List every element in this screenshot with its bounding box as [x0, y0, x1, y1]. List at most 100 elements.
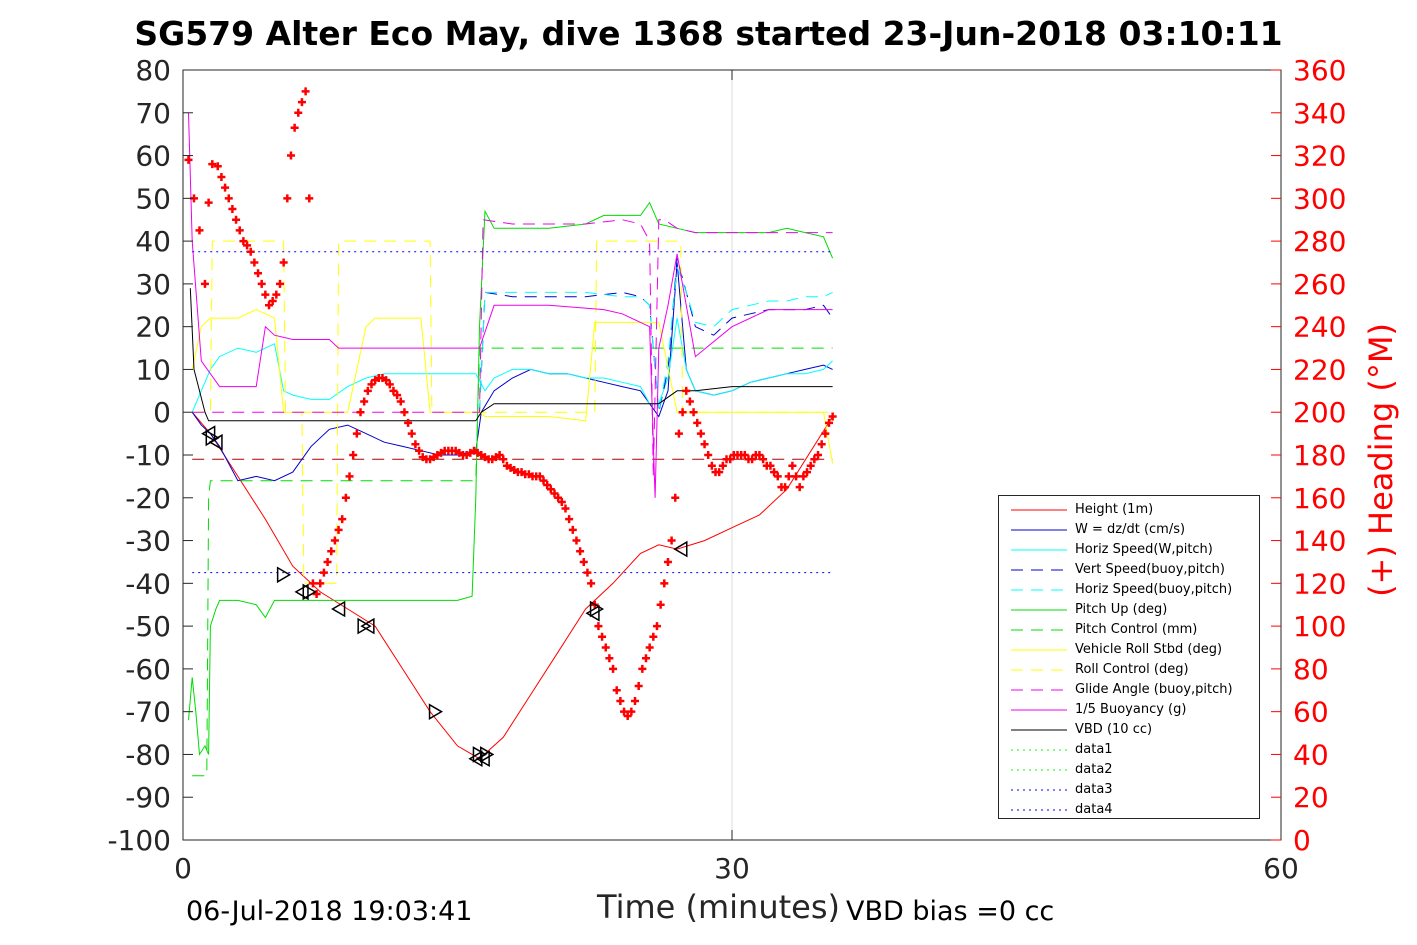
heading-point: [294, 108, 303, 117]
heading-point: [385, 380, 394, 389]
y-right-tick-label: 220: [1293, 353, 1346, 386]
series-line-1: [191, 262, 833, 482]
heading-point: [254, 269, 263, 278]
heading-point: [656, 600, 665, 609]
heading-point: [228, 205, 237, 214]
heading-point: [499, 455, 508, 464]
heading-point: [678, 408, 687, 417]
legend-entry: VBD (10 cc): [999, 720, 1259, 740]
heading-point: [250, 258, 259, 267]
heading-point: [327, 547, 336, 556]
legend-entry: 1/5 Buoyancy (g): [999, 700, 1259, 720]
dive-marker: [357, 617, 372, 635]
heading-point: [235, 226, 244, 235]
y-right-tick-label: 140: [1293, 525, 1346, 558]
y-left-tick-label: 10: [135, 353, 171, 386]
heading-point: [806, 461, 815, 470]
series-line-4: [479, 266, 833, 413]
y-right-tick-label: 260: [1293, 268, 1346, 301]
y-right-tick-label: 160: [1293, 482, 1346, 515]
heading-point: [707, 461, 716, 470]
y-left-tick-label: 30: [135, 268, 171, 301]
heading-point: [788, 461, 797, 470]
dive-marker: [360, 617, 375, 635]
legend-swatch: [1011, 689, 1067, 691]
y-right-tick-label: 360: [1293, 54, 1346, 87]
series-line-6: [192, 347, 833, 777]
heading-point: [634, 682, 643, 690]
y-right-tick-label: 200: [1293, 396, 1346, 429]
heading-point: [828, 412, 837, 421]
legend-swatch: [1011, 789, 1067, 791]
legend-label: W = dz/dt (cm/s): [1075, 522, 1186, 537]
y-right-tick-label: 340: [1293, 97, 1346, 130]
heading-point: [246, 247, 255, 256]
heading-point: [817, 440, 826, 449]
legend-label: data2: [1075, 762, 1113, 777]
heading-point: [795, 483, 804, 492]
heading-point: [660, 579, 669, 588]
x-axis-label: Time (minutes): [597, 888, 840, 926]
legend-label: Horiz Speed(buoy,pitch): [1075, 582, 1233, 597]
dive-marker: [201, 425, 216, 442]
series-line-10: [188, 112, 833, 498]
legend-entry: Horiz Speed(buoy,pitch): [999, 580, 1259, 600]
series-line-9: [192, 219, 833, 477]
heading-point: [568, 525, 577, 534]
heading-point: [810, 455, 819, 464]
y-left-tick-label: 80: [135, 54, 171, 87]
heading-point: [565, 515, 574, 524]
heading-point: [755, 451, 764, 459]
heading-point: [700, 440, 709, 449]
series-line-8: [192, 240, 833, 584]
legend-entry: Pitch Control (mm): [999, 620, 1259, 640]
legend-entry: W = dz/dt (cm/s): [999, 520, 1259, 540]
heading-point: [631, 696, 640, 705]
heading-point: [200, 279, 209, 288]
y-left-tick-label: -50: [125, 610, 171, 643]
heading-point: [363, 386, 372, 395]
heading-point: [312, 590, 321, 599]
legend-label: data4: [1075, 802, 1113, 817]
heading-point: [243, 241, 252, 250]
y-left-tick-label: -90: [125, 781, 171, 814]
y-left-tick-label: 20: [135, 311, 171, 344]
legend-label: 1/5 Buoyancy (g): [1075, 702, 1187, 717]
heading-point: [799, 472, 808, 481]
legend-label: VBD (10 cc): [1075, 722, 1153, 737]
dive-marker: [480, 746, 495, 763]
heading-point: [221, 183, 230, 192]
heading-point: [550, 489, 559, 498]
heading-point: [612, 686, 621, 695]
legend-label: Vehicle Roll Stbd (deg): [1075, 642, 1223, 657]
heading-point: [495, 451, 504, 459]
legend-swatch: [1011, 649, 1067, 651]
legend-swatch: [1011, 749, 1067, 751]
heading-point: [393, 391, 402, 400]
heading-point: [609, 664, 618, 673]
y-left-tick-label: 70: [135, 97, 171, 130]
heading-point: [382, 376, 391, 385]
legend-swatch: [1011, 589, 1067, 591]
heading-point: [349, 451, 358, 459]
heading-point: [663, 557, 672, 566]
heading-point: [627, 707, 636, 716]
legend-entry: data4: [999, 800, 1259, 820]
heading-point: [330, 536, 339, 545]
heading-point: [715, 468, 724, 477]
heading-point: [286, 151, 295, 160]
heading-point: [338, 515, 347, 524]
heading-point: [261, 290, 270, 299]
dive-marker: [589, 600, 605, 618]
heading-point: [671, 493, 680, 502]
heading-point: [792, 472, 801, 481]
heading-point: [620, 707, 629, 716]
heading-point: [557, 498, 566, 507]
y-left-tick-label: -30: [125, 525, 171, 558]
heading-point: [759, 455, 768, 464]
heading-point: [773, 472, 782, 481]
heading-point: [718, 461, 727, 470]
y-right-tick-label: 40: [1293, 738, 1329, 771]
heading-point: [301, 87, 310, 96]
legend-entry: Roll Control (deg): [999, 660, 1259, 680]
